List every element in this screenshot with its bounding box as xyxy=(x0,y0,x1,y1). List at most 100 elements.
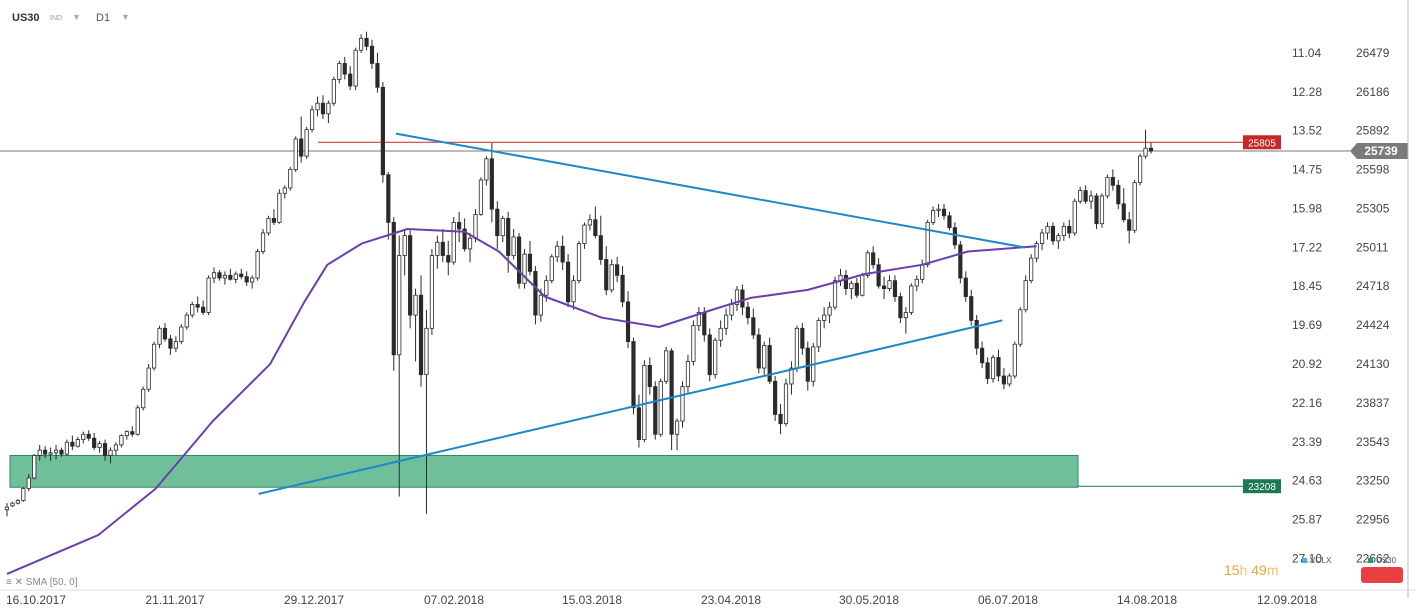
candle xyxy=(533,266,538,325)
candle-body-up xyxy=(81,433,86,440)
candle xyxy=(658,378,663,437)
candle-body-down xyxy=(647,365,652,388)
candle xyxy=(495,201,500,249)
candle-body-up xyxy=(484,158,489,181)
date-tick-label: 30.05.2018 xyxy=(839,593,899,607)
legend-volx-swatch xyxy=(1302,558,1307,564)
candle xyxy=(86,430,91,441)
candle xyxy=(669,348,674,451)
candle-body-up xyxy=(658,380,663,435)
candle-body-down xyxy=(364,37,369,47)
price-tick-label: 24424 xyxy=(1356,318,1390,332)
candle-body-down xyxy=(533,270,538,316)
candle-body-down xyxy=(604,259,609,291)
legend-volx[interactable]: VOLX xyxy=(1302,556,1331,565)
candle xyxy=(440,229,445,263)
candle-body-up xyxy=(544,280,549,296)
candle xyxy=(206,275,211,316)
candle xyxy=(162,323,168,342)
candle xyxy=(914,275,919,292)
indicator-remove-icon[interactable]: ✕ xyxy=(14,577,24,588)
candles-layer xyxy=(4,31,1154,517)
candle xyxy=(723,308,729,335)
candle xyxy=(631,337,636,415)
candle xyxy=(506,211,511,273)
candle-body-down xyxy=(1121,203,1126,221)
sell-button[interactable] xyxy=(1361,567,1403,583)
candle xyxy=(53,444,59,460)
candle xyxy=(315,96,320,117)
candle xyxy=(331,76,336,106)
candle xyxy=(854,278,859,298)
candle xyxy=(827,301,832,324)
candle-body-down xyxy=(369,45,375,64)
candle-body-up xyxy=(1105,176,1110,197)
candle-body-down xyxy=(974,319,979,349)
candle-body-down xyxy=(876,264,881,287)
candle-body-up xyxy=(609,264,614,291)
candle-body-up xyxy=(718,327,723,341)
candle-body-down xyxy=(168,338,173,349)
candle-body-down xyxy=(1001,375,1007,385)
candle-body-up xyxy=(783,383,789,425)
candle xyxy=(92,432,97,451)
symbol-selector[interactable]: US30 xyxy=(12,12,40,24)
candle xyxy=(1056,232,1061,249)
candle-body-up xyxy=(402,235,407,256)
candle-body-up xyxy=(1088,195,1094,202)
candle-body-up xyxy=(26,477,31,489)
candle-body-up xyxy=(549,256,554,282)
candle-body-down xyxy=(756,334,761,369)
symbol-dropdown-icon[interactable]: ▼ xyxy=(72,12,81,22)
date-tick-label: 23.04.2018 xyxy=(701,593,761,607)
candle-body-up xyxy=(10,502,15,507)
timer-minutes-unit: m xyxy=(1266,562,1279,578)
candle-body-up xyxy=(260,232,266,252)
date-tick-label: 12.09.2018 xyxy=(1257,593,1317,607)
candle-body-up xyxy=(478,179,484,215)
candle-body-down xyxy=(271,218,277,223)
candle-body-up xyxy=(576,243,582,282)
lower-trendline xyxy=(258,319,1003,495)
timeframe-selector[interactable]: D1 xyxy=(96,12,111,24)
timeframe-dropdown-icon[interactable]: ▼ xyxy=(121,12,130,22)
indicator-legend[interactable]: ≡ ✕ SMA [50, 0] xyxy=(6,577,78,588)
candle xyxy=(794,325,799,373)
candle-body-down xyxy=(669,350,674,435)
candle-body-up xyxy=(860,274,865,296)
candle-body-down xyxy=(958,244,963,279)
candle xyxy=(849,280,854,300)
candle-body-up xyxy=(571,280,576,303)
volatility-tick-label: 17.22 xyxy=(1292,240,1322,254)
price-tick-label: 25305 xyxy=(1356,201,1390,215)
candle-body-up xyxy=(794,327,799,369)
candle-body-down xyxy=(843,274,849,289)
indicator-menu-icon[interactable]: ≡ xyxy=(6,577,12,588)
candle xyxy=(211,267,217,284)
candle xyxy=(1012,341,1017,379)
last-price-label: 25739 xyxy=(1364,144,1398,158)
legend-us30-label: US30 xyxy=(1376,556,1397,565)
candle-body-up xyxy=(124,431,129,437)
candle xyxy=(413,288,418,362)
candle xyxy=(135,405,140,436)
candle-body-down xyxy=(881,285,887,289)
candle xyxy=(309,105,315,133)
candle xyxy=(511,229,516,260)
candle-body-down xyxy=(348,73,353,87)
candle-body-up xyxy=(108,449,113,456)
candle xyxy=(222,271,227,285)
trendlines-layer xyxy=(258,132,1026,495)
candle-body-down xyxy=(201,306,206,313)
price-tick-label: 26479 xyxy=(1356,46,1390,60)
candle-body-down xyxy=(620,274,625,303)
legend-us30[interactable]: US30 xyxy=(1368,556,1396,565)
indicator-label: SMA [50, 0] xyxy=(25,577,78,588)
candle xyxy=(299,116,304,163)
candle xyxy=(860,272,865,297)
candle xyxy=(75,436,80,448)
candle xyxy=(1067,219,1072,239)
candle-body-down xyxy=(489,158,494,210)
candle xyxy=(446,240,451,276)
